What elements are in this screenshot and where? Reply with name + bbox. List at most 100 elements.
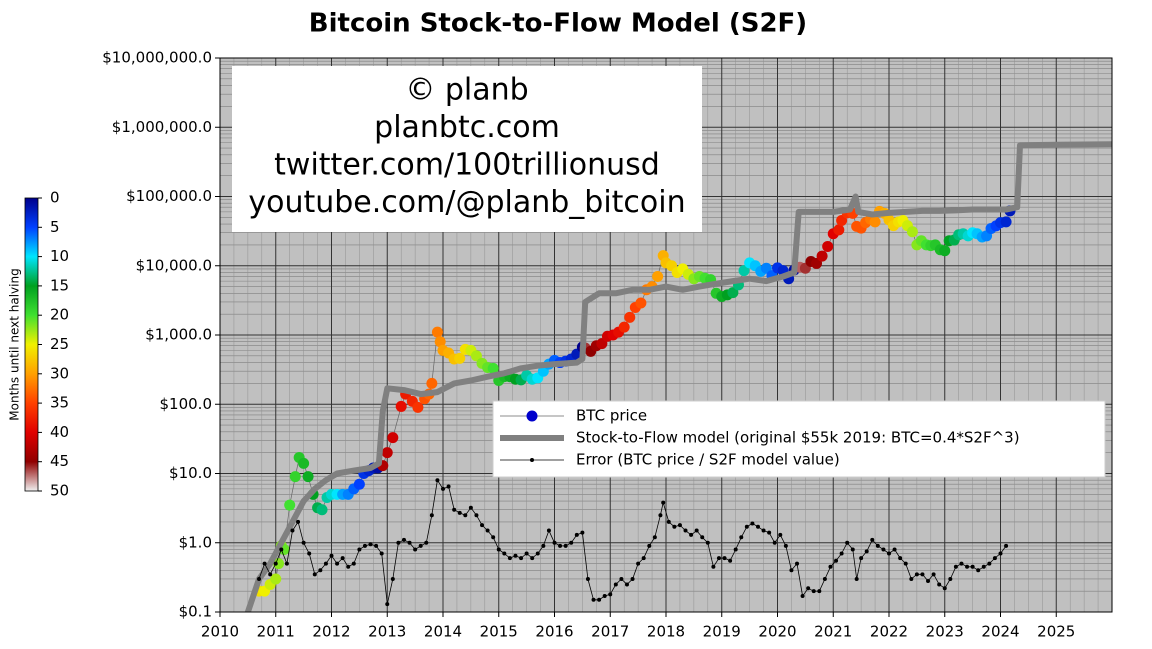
x-tick-label: 2018 — [647, 623, 685, 641]
data-point — [535, 551, 540, 556]
data-point — [580, 530, 585, 535]
data-point — [401, 537, 406, 542]
colorbar-tick-label: 20 — [50, 306, 69, 324]
data-point — [546, 528, 551, 533]
data-point — [298, 457, 310, 469]
colorbar-tick-label: 35 — [50, 394, 69, 412]
data-point — [965, 564, 970, 569]
data-point — [939, 245, 951, 257]
data-point — [502, 551, 507, 556]
data-point — [396, 540, 401, 545]
data-point — [937, 582, 942, 587]
data-point — [357, 547, 362, 552]
data-point — [316, 504, 328, 516]
data-point — [816, 250, 828, 262]
data-point — [652, 270, 664, 282]
data-point — [976, 568, 981, 573]
data-point — [903, 561, 908, 566]
data-point — [434, 336, 446, 348]
data-point — [705, 540, 710, 545]
data-point — [998, 551, 1003, 556]
data-point — [530, 556, 535, 561]
data-point — [834, 558, 839, 563]
x-tick-label: 2019 — [703, 623, 741, 641]
x-tick-label: 2024 — [981, 623, 1019, 641]
data-point — [289, 471, 301, 483]
data-point — [507, 556, 512, 561]
data-point — [887, 551, 891, 556]
marks — [244, 141, 1112, 612]
data-point — [817, 589, 822, 594]
data-point — [635, 297, 647, 309]
data-point — [385, 602, 390, 607]
data-point — [541, 543, 546, 548]
data-point — [920, 572, 925, 577]
legend-label: Error (BTC price / S2F model value) — [576, 451, 840, 469]
data-point — [457, 510, 462, 515]
legend-box — [492, 400, 1106, 478]
chart-title: Bitcoin Stock-to-Flow Model (S2F) — [309, 9, 807, 39]
colorbar-tick-label: 15 — [50, 276, 69, 294]
x-tick-label: 2025 — [1037, 623, 1075, 641]
data-point — [850, 547, 855, 552]
data-point — [898, 556, 903, 561]
x-tick-label: 2020 — [758, 623, 796, 641]
data-point — [413, 547, 418, 552]
annotation: youtube.com/@planb_bitcoin — [248, 185, 685, 220]
data-point — [859, 556, 864, 561]
data-point — [270, 573, 282, 585]
data-point — [284, 499, 296, 511]
colorbar-label: Months until next halving — [8, 268, 22, 420]
data-point — [452, 507, 457, 512]
data-point — [323, 561, 328, 566]
data-point — [739, 535, 744, 540]
data-point — [728, 558, 733, 563]
data-point — [563, 543, 568, 548]
data-point — [569, 540, 574, 545]
data-point — [519, 556, 524, 561]
x-tick-label: 2014 — [424, 623, 462, 641]
data-point — [738, 265, 750, 277]
x-tick-label: 2017 — [591, 623, 629, 641]
data-point — [845, 540, 850, 545]
data-point — [744, 524, 749, 529]
data-point — [733, 547, 738, 552]
data-point — [273, 561, 278, 566]
data-point — [767, 530, 772, 535]
data-point — [374, 543, 379, 548]
data-point — [379, 551, 384, 556]
data-point — [722, 556, 727, 561]
data-point — [608, 592, 613, 597]
data-point — [268, 572, 273, 577]
x-tick-label: 2011 — [257, 623, 295, 641]
legend-label: Stock-to-Flow model (original $55k 2019:… — [576, 429, 1020, 447]
data-point — [454, 352, 466, 364]
data-point — [329, 553, 334, 558]
data-point — [307, 551, 312, 556]
data-point — [811, 589, 816, 594]
data-point — [942, 586, 947, 591]
legend-marker — [530, 458, 534, 462]
x-tick-label: 2022 — [870, 623, 908, 641]
data-point — [948, 576, 953, 581]
data-point — [836, 215, 848, 227]
data-point — [619, 576, 624, 581]
data-point — [312, 572, 317, 577]
legend: BTC price Stock-to-Flow model (original $… — [500, 407, 1020, 469]
data-point — [926, 579, 931, 584]
legend-label: BTC price — [576, 407, 647, 425]
colorbar-tick-label: 25 — [50, 335, 69, 353]
data-point — [727, 287, 739, 299]
data-point — [513, 553, 518, 558]
data-point — [822, 576, 827, 581]
data-point — [624, 311, 636, 323]
data-point — [869, 216, 881, 228]
data-point — [677, 523, 682, 528]
data-point — [429, 513, 434, 518]
data-point — [864, 549, 869, 554]
data-point — [390, 576, 395, 581]
data-point — [446, 484, 451, 489]
data-point — [959, 561, 964, 566]
series-line — [244, 141, 1112, 612]
data-point — [485, 528, 490, 533]
